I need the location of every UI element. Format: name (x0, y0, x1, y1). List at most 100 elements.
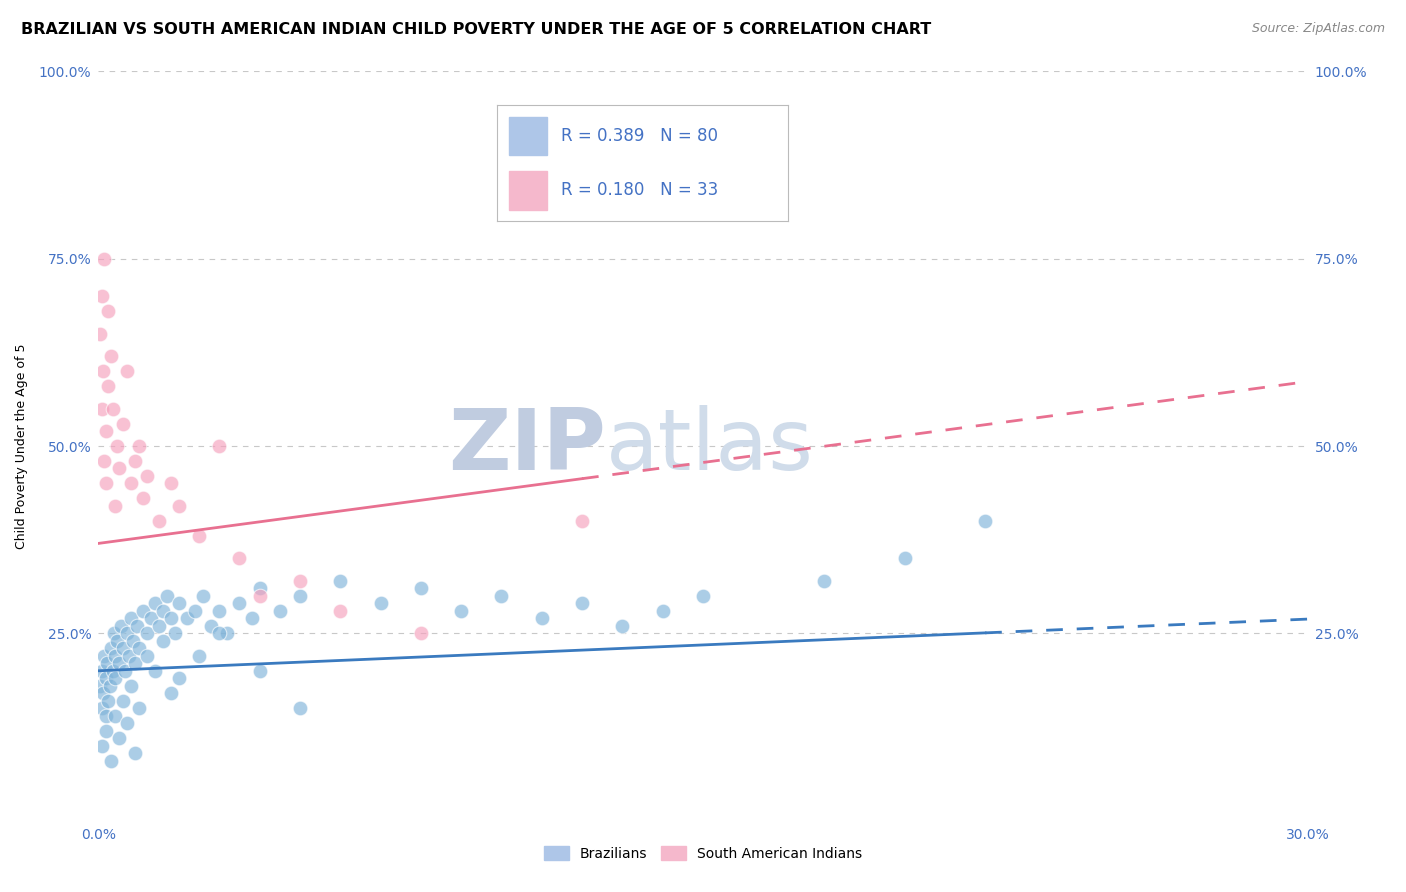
Point (97, 304, 120, 318)
Point (104, 671, 127, 685)
Point (217, 626, 239, 640)
Y-axis label: Child Poverty Under the Age of 5: Child Poverty Under the Age of 5 (14, 343, 28, 549)
Point (143, 596, 166, 610)
Point (184, 604, 207, 618)
Point (288, 701, 311, 715)
Point (228, 551, 250, 566)
Point (571, 514, 593, 528)
Point (96, 723, 118, 738)
Point (96, 671, 118, 685)
Text: Source: ZipAtlas.com: Source: ZipAtlas.com (1251, 22, 1385, 36)
Point (94, 424, 117, 438)
Point (167, 499, 190, 513)
Point (329, 604, 352, 618)
Point (98, 679, 121, 693)
Point (893, 551, 915, 566)
Legend: Brazilians, South American Indians: Brazilians, South American Indians (538, 840, 868, 866)
Point (103, 499, 125, 513)
Point (188, 648, 211, 663)
Point (228, 596, 250, 610)
Point (152, 604, 174, 618)
Point (115, 626, 138, 640)
Point (200, 619, 222, 633)
Point (167, 671, 190, 685)
Point (176, 611, 198, 625)
Point (101, 401, 124, 416)
Point (93, 252, 115, 266)
Point (115, 364, 138, 378)
Point (120, 476, 142, 491)
Point (132, 491, 155, 506)
Point (124, 746, 146, 760)
Point (91, 739, 114, 753)
Text: ZIP: ZIP (449, 404, 606, 488)
Point (135, 626, 157, 640)
Point (974, 514, 997, 528)
Point (152, 633, 174, 648)
Point (103, 708, 125, 723)
Point (160, 686, 183, 700)
Point (97, 379, 120, 393)
Point (107, 461, 129, 475)
Point (115, 716, 138, 731)
Point (96, 476, 118, 491)
Point (249, 589, 271, 603)
Point (139, 611, 162, 625)
Point (105, 633, 128, 648)
Point (612, 619, 634, 633)
Point (135, 648, 157, 663)
Point (111, 641, 134, 656)
Point (530, 611, 553, 625)
Point (118, 648, 141, 663)
Point (100, 349, 122, 363)
Point (105, 439, 128, 453)
Point (409, 582, 432, 596)
Point (208, 604, 231, 618)
Point (100, 754, 122, 768)
Point (110, 619, 132, 633)
Point (692, 589, 714, 603)
Point (208, 626, 231, 640)
Point (450, 604, 472, 618)
Point (128, 439, 150, 453)
Point (167, 596, 190, 610)
Point (160, 476, 183, 491)
Point (329, 574, 352, 588)
Point (128, 701, 150, 715)
Point (156, 589, 179, 603)
Point (111, 694, 134, 708)
Point (96, 657, 118, 671)
Point (114, 664, 136, 678)
Point (107, 657, 129, 671)
Point (240, 611, 263, 625)
Point (100, 641, 122, 656)
Point (94, 708, 117, 723)
Point (208, 439, 231, 453)
Point (135, 469, 157, 483)
Point (103, 648, 125, 663)
Point (249, 664, 271, 678)
Point (89, 326, 111, 341)
Point (128, 641, 150, 656)
Point (160, 611, 183, 625)
Text: atlas: atlas (606, 404, 814, 488)
Point (269, 604, 291, 618)
Point (125, 619, 148, 633)
Point (193, 589, 215, 603)
Point (91, 686, 114, 700)
Point (103, 626, 125, 640)
Point (813, 574, 835, 588)
Point (91, 289, 114, 303)
Point (491, 589, 513, 603)
Point (288, 589, 311, 603)
Point (91, 364, 114, 378)
Point (163, 626, 186, 640)
Point (409, 626, 432, 640)
Point (93, 454, 115, 468)
Point (111, 417, 134, 431)
Point (101, 664, 124, 678)
Point (148, 514, 170, 528)
Point (121, 633, 143, 648)
Point (107, 731, 129, 746)
Point (651, 604, 673, 618)
